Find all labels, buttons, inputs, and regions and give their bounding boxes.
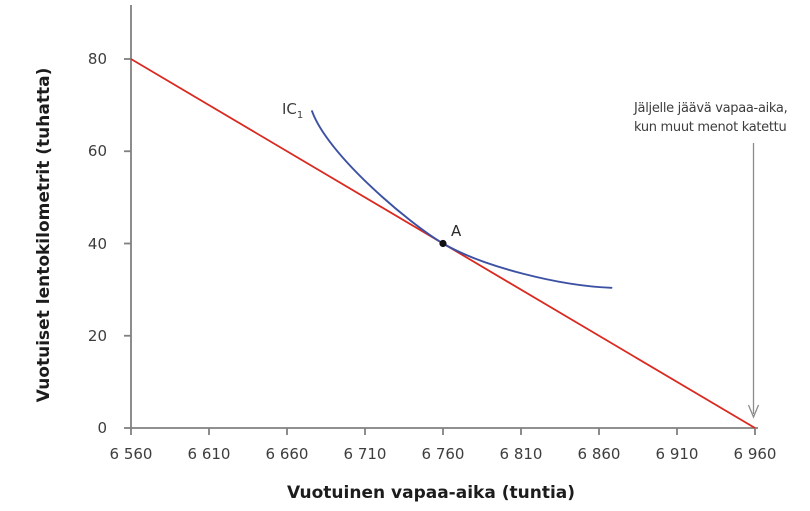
y-tick-label: 40 (87, 234, 107, 253)
y-axis-title: Vuotuiset lentokilometrit (tuhatta) (34, 67, 54, 403)
x-tick-label: 6 710 (343, 445, 387, 463)
annotation-arrowhead-icon (747, 404, 760, 419)
annotation-text: Jäljelle jäävä vapaa-aika, kun muut meno… (634, 99, 788, 137)
y-tick-label: 0 (97, 419, 107, 437)
annotation-line-2: kun muut menot katettu (634, 120, 787, 135)
point-a-label: A (451, 222, 462, 240)
x-axis-title: Vuotuinen vapaa-aika (tuntia) (286, 483, 576, 503)
point-a-dot (439, 239, 447, 248)
y-tick-label: 80 (87, 50, 107, 68)
x-tick-label: 6 810 (499, 445, 543, 463)
x-tick-label: 6 560 (109, 445, 153, 463)
x-tick-label: 6 760 (421, 445, 465, 463)
indifference-curve-label-subscript: 1 (296, 110, 304, 121)
x-tick-label: 6 610 (187, 445, 231, 463)
x-tick-label: 6 960 (733, 445, 777, 463)
x-tick-label: 6 910 (655, 445, 699, 463)
y-tick-label: 20 (87, 326, 107, 345)
x-tick-label: 6 660 (265, 445, 309, 463)
annotation-line-1: Jäljelle jäävä vapaa-aika, (634, 101, 788, 116)
indifference-curve (311, 110, 613, 289)
indifference-curve-label-text: IC (282, 100, 297, 118)
x-tick-label: 6 860 (577, 445, 621, 463)
indifference-curve-label: IC1 (282, 100, 303, 121)
y-tick-label: 60 (87, 142, 107, 161)
